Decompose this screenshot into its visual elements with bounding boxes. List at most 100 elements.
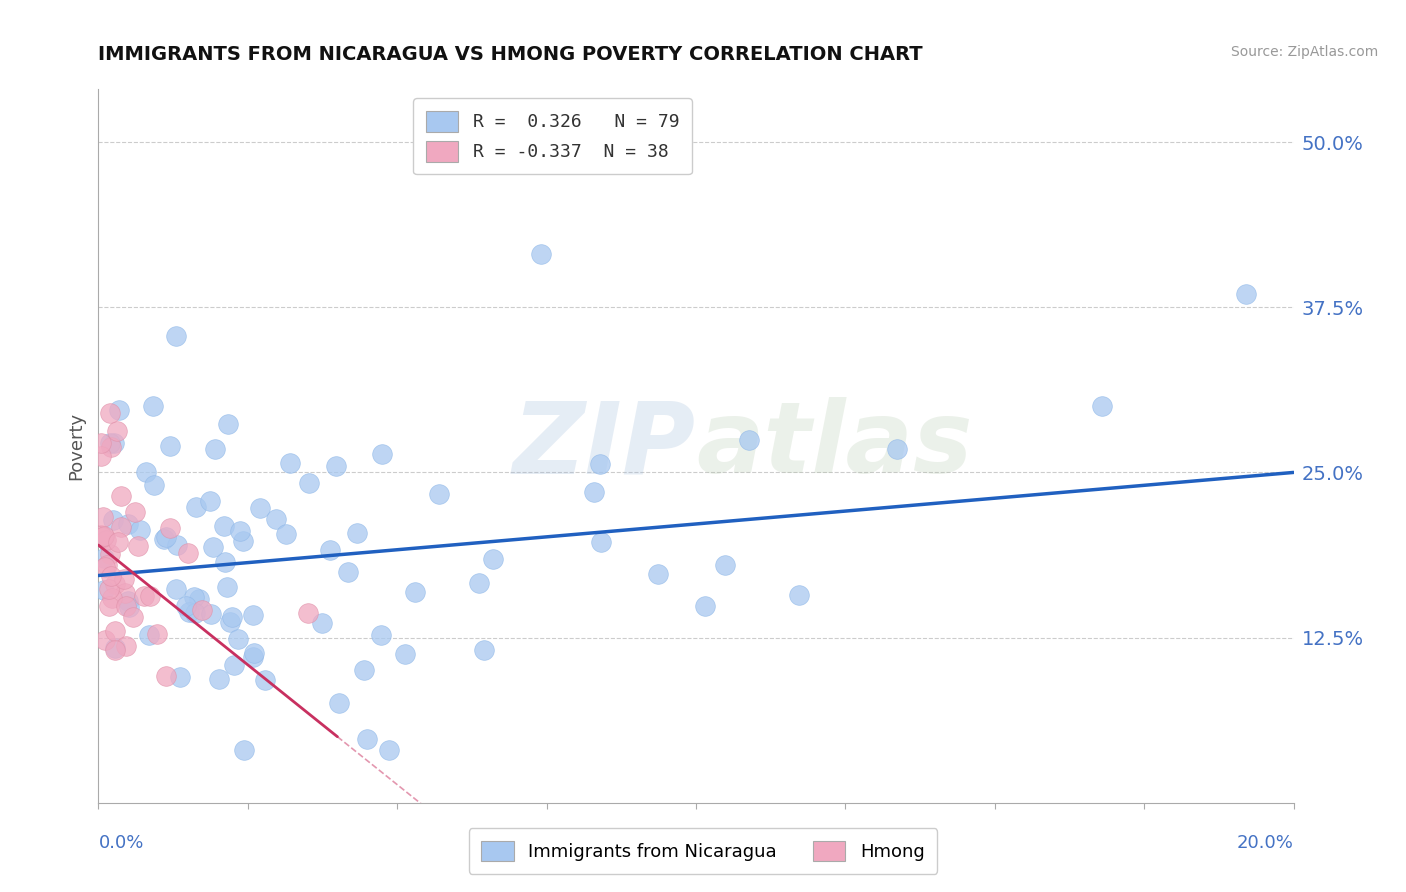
Point — [253, 673, 276, 688]
Point — [155, 530, 177, 544]
Point — [159, 439, 181, 453]
Point — [243, 647, 266, 661]
Point — [1091, 400, 1114, 414]
Point — [232, 534, 254, 549]
Point — [159, 521, 181, 535]
Point — [183, 591, 205, 605]
Text: ZIP: ZIP — [513, 398, 696, 494]
Point — [105, 424, 128, 438]
Point — [249, 500, 271, 515]
Point — [886, 442, 908, 456]
Point — [101, 513, 124, 527]
Point — [127, 539, 149, 553]
Point — [93, 529, 115, 543]
Point — [100, 591, 122, 605]
Point — [298, 476, 321, 491]
Point — [90, 436, 112, 450]
Point — [110, 488, 132, 502]
Point — [176, 599, 198, 613]
Point — [346, 525, 368, 540]
Point — [184, 500, 207, 515]
Point — [118, 599, 141, 614]
Point — [738, 433, 761, 447]
Point — [98, 548, 121, 562]
Point — [217, 417, 239, 432]
Point — [100, 440, 122, 454]
Point — [132, 589, 155, 603]
Point — [582, 484, 605, 499]
Point — [427, 487, 450, 501]
Point — [146, 627, 169, 641]
Legend: Immigrants from Nicaragua, Hmong: Immigrants from Nicaragua, Hmong — [468, 828, 938, 874]
Point — [103, 577, 125, 591]
Point — [468, 575, 491, 590]
Text: 20.0%: 20.0% — [1237, 834, 1294, 852]
Point — [370, 447, 392, 461]
Point — [103, 435, 125, 450]
Point — [394, 647, 416, 661]
Point — [110, 520, 132, 534]
Point — [117, 517, 139, 532]
Point — [232, 743, 254, 757]
Point — [191, 603, 214, 617]
Point — [714, 558, 737, 573]
Point — [184, 606, 207, 620]
Point — [353, 663, 375, 677]
Point — [165, 582, 187, 596]
Point — [90, 528, 112, 542]
Point — [104, 643, 127, 657]
Text: 0.0%: 0.0% — [98, 834, 143, 852]
Point — [1234, 287, 1257, 301]
Point — [647, 567, 669, 582]
Point — [135, 465, 157, 479]
Point — [264, 512, 287, 526]
Point — [202, 540, 225, 554]
Point — [169, 670, 191, 684]
Point — [94, 633, 117, 648]
Point — [221, 609, 243, 624]
Point — [325, 458, 347, 473]
Point — [114, 585, 136, 599]
Point — [124, 505, 146, 519]
Point — [336, 566, 359, 580]
Point — [482, 551, 505, 566]
Point — [96, 558, 118, 573]
Point — [96, 533, 118, 547]
Point — [91, 530, 114, 544]
Point — [529, 247, 551, 261]
Point — [138, 590, 160, 604]
Point — [404, 585, 426, 599]
Point — [115, 599, 138, 613]
Point — [226, 632, 249, 646]
Point — [789, 589, 811, 603]
Point — [138, 627, 160, 641]
Point — [215, 580, 238, 594]
Point — [97, 599, 120, 614]
Point — [165, 328, 187, 343]
Point — [219, 615, 242, 629]
Point — [318, 543, 340, 558]
Point — [328, 696, 350, 710]
Point — [311, 615, 333, 630]
Point — [198, 494, 221, 508]
Legend: R =  0.326   N = 79, R = -0.337  N = 38: R = 0.326 N = 79, R = -0.337 N = 38 — [413, 98, 692, 174]
Point — [142, 399, 165, 413]
Point — [129, 523, 152, 537]
Point — [107, 402, 129, 417]
Point — [90, 449, 112, 463]
Point — [115, 639, 138, 653]
Point — [242, 650, 264, 665]
Point — [166, 538, 188, 552]
Point — [100, 568, 122, 582]
Point — [208, 672, 231, 686]
Point — [228, 524, 250, 538]
Text: IMMIGRANTS FROM NICARAGUA VS HMONG POVERTY CORRELATION CHART: IMMIGRANTS FROM NICARAGUA VS HMONG POVER… — [98, 45, 924, 63]
Text: atlas: atlas — [696, 398, 973, 494]
Point — [472, 643, 495, 657]
Point — [94, 559, 117, 574]
Point — [187, 592, 209, 607]
Point — [155, 669, 177, 683]
Point — [224, 658, 246, 673]
Point — [179, 605, 201, 619]
Point — [100, 406, 122, 420]
